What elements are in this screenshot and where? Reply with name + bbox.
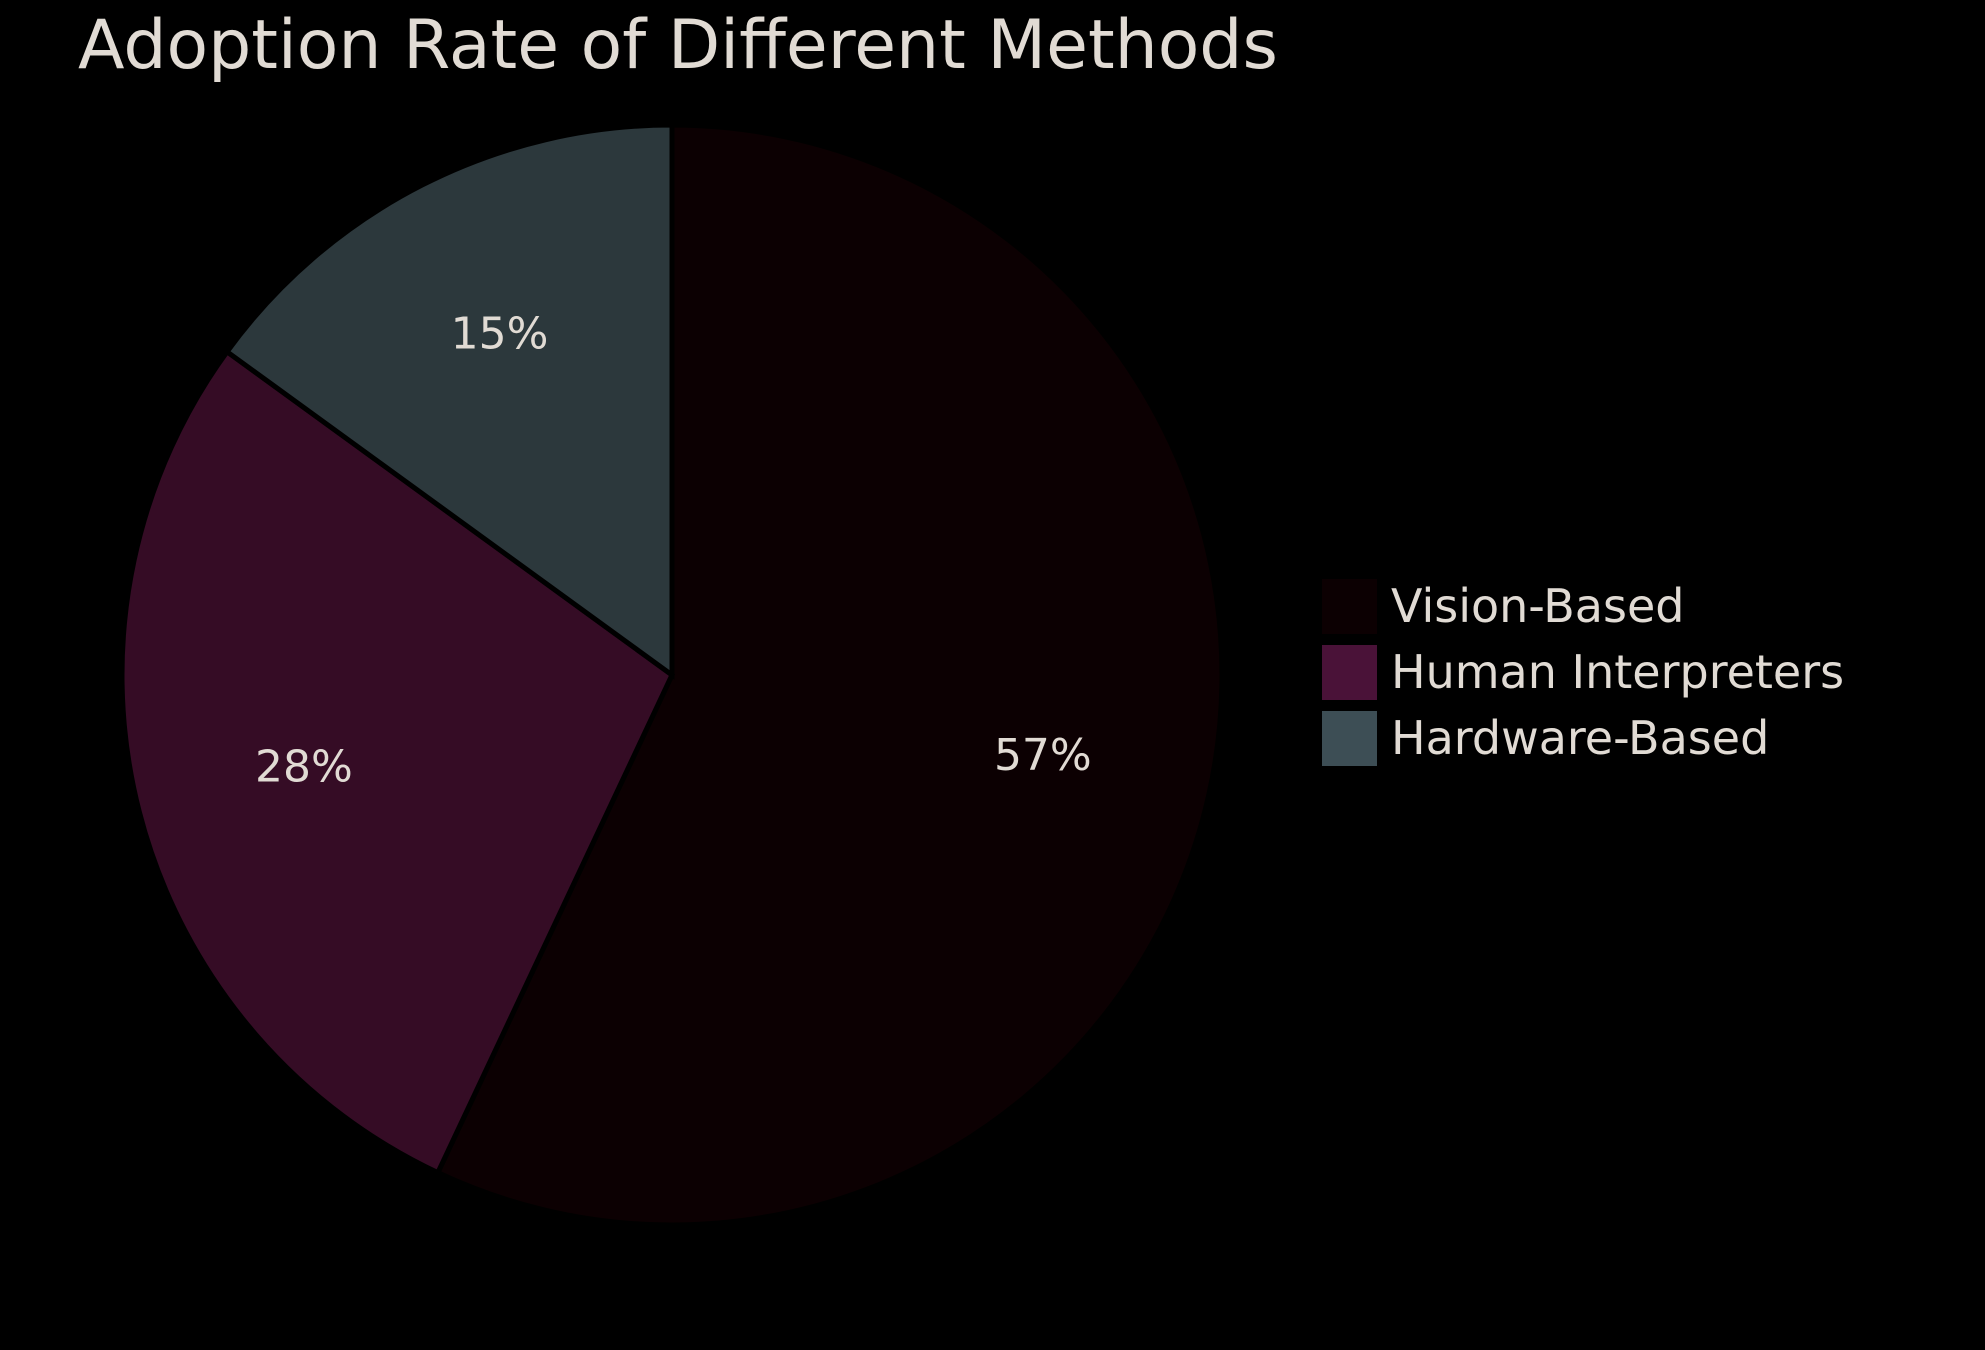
- legend-swatch: [1322, 644, 1377, 700]
- chart-title: Adoption Rate of Different Methods: [78, 6, 1278, 85]
- legend-label: Human Interpreters: [1391, 645, 1845, 699]
- legend-swatch: [1322, 578, 1377, 634]
- legend: Vision-Based Human Interpreters Hardware-B…: [1322, 573, 1844, 771]
- legend-item-hardware-based: Hardware-Based: [1322, 705, 1844, 771]
- slice-label-hardware-based: 15%: [451, 308, 549, 359]
- legend-item-vision-based: Vision-Based: [1322, 573, 1844, 639]
- slice-label-vision-based: 57%: [994, 730, 1092, 781]
- slice-label-human-interpreters: 28%: [255, 742, 353, 793]
- legend-swatch: [1322, 710, 1377, 766]
- pie-slice-human-interpreters: [119, 348, 676, 1176]
- legend-item-human-interpreters: Human Interpreters: [1322, 639, 1844, 705]
- legend-label: Hardware-Based: [1391, 711, 1770, 765]
- pie-slice-vision-based: [434, 122, 1225, 1228]
- legend-label: Vision-Based: [1391, 579, 1685, 633]
- pie-slice-hardware-based: [223, 122, 675, 680]
